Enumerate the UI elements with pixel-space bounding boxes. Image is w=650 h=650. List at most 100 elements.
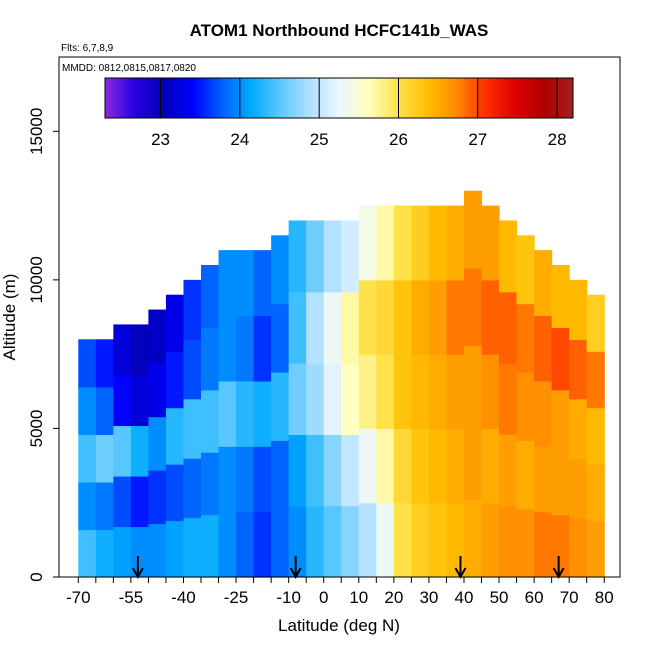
heatmap-cell xyxy=(78,386,97,435)
heatmap-cell xyxy=(463,190,483,269)
heatmap-cell xyxy=(201,327,220,391)
heatmap-cell xyxy=(130,526,150,578)
heatmap-cell xyxy=(130,425,150,477)
colorbar-swatch xyxy=(417,78,422,118)
colorbar-swatch xyxy=(549,78,554,118)
heatmap-cell xyxy=(323,363,342,435)
colorbar-swatch xyxy=(335,78,340,118)
x-tick-label: 60 xyxy=(525,588,544,607)
heatmap-cell xyxy=(499,363,518,435)
heatmap-cell xyxy=(499,434,518,507)
colorbar-swatch xyxy=(467,78,473,118)
colorbar-swatch xyxy=(253,78,258,118)
y-tick-label: 10000 xyxy=(27,256,46,303)
heatmap-cell xyxy=(499,291,518,364)
heatmap-cell xyxy=(446,279,465,355)
colorbar-swatch xyxy=(167,78,172,118)
colorbar-swatch xyxy=(190,78,196,118)
heatmap-cell xyxy=(463,422,483,501)
heatmap-cell xyxy=(534,315,553,382)
heatmap-cell xyxy=(499,220,518,293)
heatmap-cell xyxy=(341,434,360,507)
heatmap-cell xyxy=(569,398,588,459)
heatmap-cell xyxy=(113,425,132,477)
heatmap-cell xyxy=(411,279,430,355)
colorbar-swatch xyxy=(456,78,461,118)
heatmap-cell xyxy=(271,371,290,441)
heatmap-cell xyxy=(306,434,325,507)
heatmap-cell xyxy=(341,291,360,364)
heatmap-cell xyxy=(165,351,185,409)
heatmap-cell xyxy=(481,279,500,355)
y-axis-label: Altitude (m) xyxy=(0,274,19,361)
heatmap-cell xyxy=(341,220,360,293)
colorbar-swatch xyxy=(557,78,562,118)
heatmap-cell xyxy=(446,428,465,504)
colorbar-swatch xyxy=(506,78,512,118)
heatmap-cell xyxy=(516,235,535,305)
colorbar-swatch xyxy=(229,78,235,118)
heatmap-cell xyxy=(411,502,430,578)
heatmap-cell xyxy=(499,505,518,578)
colorbar-swatch xyxy=(136,78,141,118)
colorbar-swatch xyxy=(459,78,465,118)
heatmap-cell xyxy=(201,265,220,328)
colorbar-swatch xyxy=(495,78,500,118)
colorbar-swatch xyxy=(405,78,410,118)
heatmap-cell xyxy=(569,517,588,578)
heatmap-cell xyxy=(586,294,605,352)
colorbar-swatch xyxy=(116,78,122,118)
x-tick-label: -55 xyxy=(119,588,144,607)
heatmap-cell xyxy=(253,511,272,578)
arrow-head xyxy=(289,567,302,580)
colorbar-swatch xyxy=(155,78,161,118)
colorbar-swatch xyxy=(378,78,383,118)
heatmap-cell xyxy=(113,475,132,528)
colorbar-swatch xyxy=(186,78,192,118)
x-axis-label: Latitude (deg N) xyxy=(278,616,400,635)
heatmap-cell xyxy=(130,475,150,528)
x-tick-label: 70 xyxy=(560,588,579,607)
colorbar-swatch xyxy=(518,78,523,118)
heatmap-cell xyxy=(393,205,412,281)
colorbar-swatch xyxy=(108,78,114,118)
colorbar-swatch xyxy=(530,78,535,118)
colorbar-swatch xyxy=(350,78,356,118)
heatmap-cell xyxy=(78,529,97,578)
x-tick-label: 40 xyxy=(455,588,474,607)
colorbar-swatch xyxy=(463,78,469,118)
colorbar-swatch xyxy=(323,78,328,118)
colorbar-swatch xyxy=(264,78,270,118)
colorbar-swatch xyxy=(448,78,453,118)
colorbar: 23 24 25 26 27 28 xyxy=(104,77,574,149)
colorbar-swatch xyxy=(401,78,406,118)
heatmap-cell xyxy=(236,250,255,317)
heatmap-cell xyxy=(376,279,395,355)
colorbar-swatch xyxy=(284,78,289,118)
heatmap-cell xyxy=(183,398,202,459)
colorbar-swatch xyxy=(140,78,145,118)
heatmap-cell xyxy=(586,520,605,578)
heatmap-cell xyxy=(183,279,202,340)
heatmap-cell xyxy=(218,446,237,513)
x-tick-label: 10 xyxy=(349,588,368,607)
heatmap-cell xyxy=(78,339,97,388)
colorbar-swatch xyxy=(487,78,492,118)
heatmap-cell xyxy=(446,354,465,430)
colorbar-swatch xyxy=(159,78,164,118)
colorbar-tick-label: 23 xyxy=(151,130,170,149)
arrow-head xyxy=(552,567,565,580)
colorbar-swatch xyxy=(261,78,266,118)
x-tick-label: -70 xyxy=(66,588,91,607)
heatmap-cell xyxy=(148,416,167,471)
colorbar-tick-label: 25 xyxy=(310,130,329,149)
heatmap-cell xyxy=(148,309,167,364)
colorbar-swatch xyxy=(124,78,129,118)
heatmap-cell xyxy=(271,508,290,578)
colorbar-tick-label: 24 xyxy=(230,130,249,149)
colorbar-swatch xyxy=(327,78,332,118)
colorbar-swatch xyxy=(354,78,359,118)
colorbar-swatch xyxy=(522,78,527,118)
heatmap-cell xyxy=(569,458,588,519)
